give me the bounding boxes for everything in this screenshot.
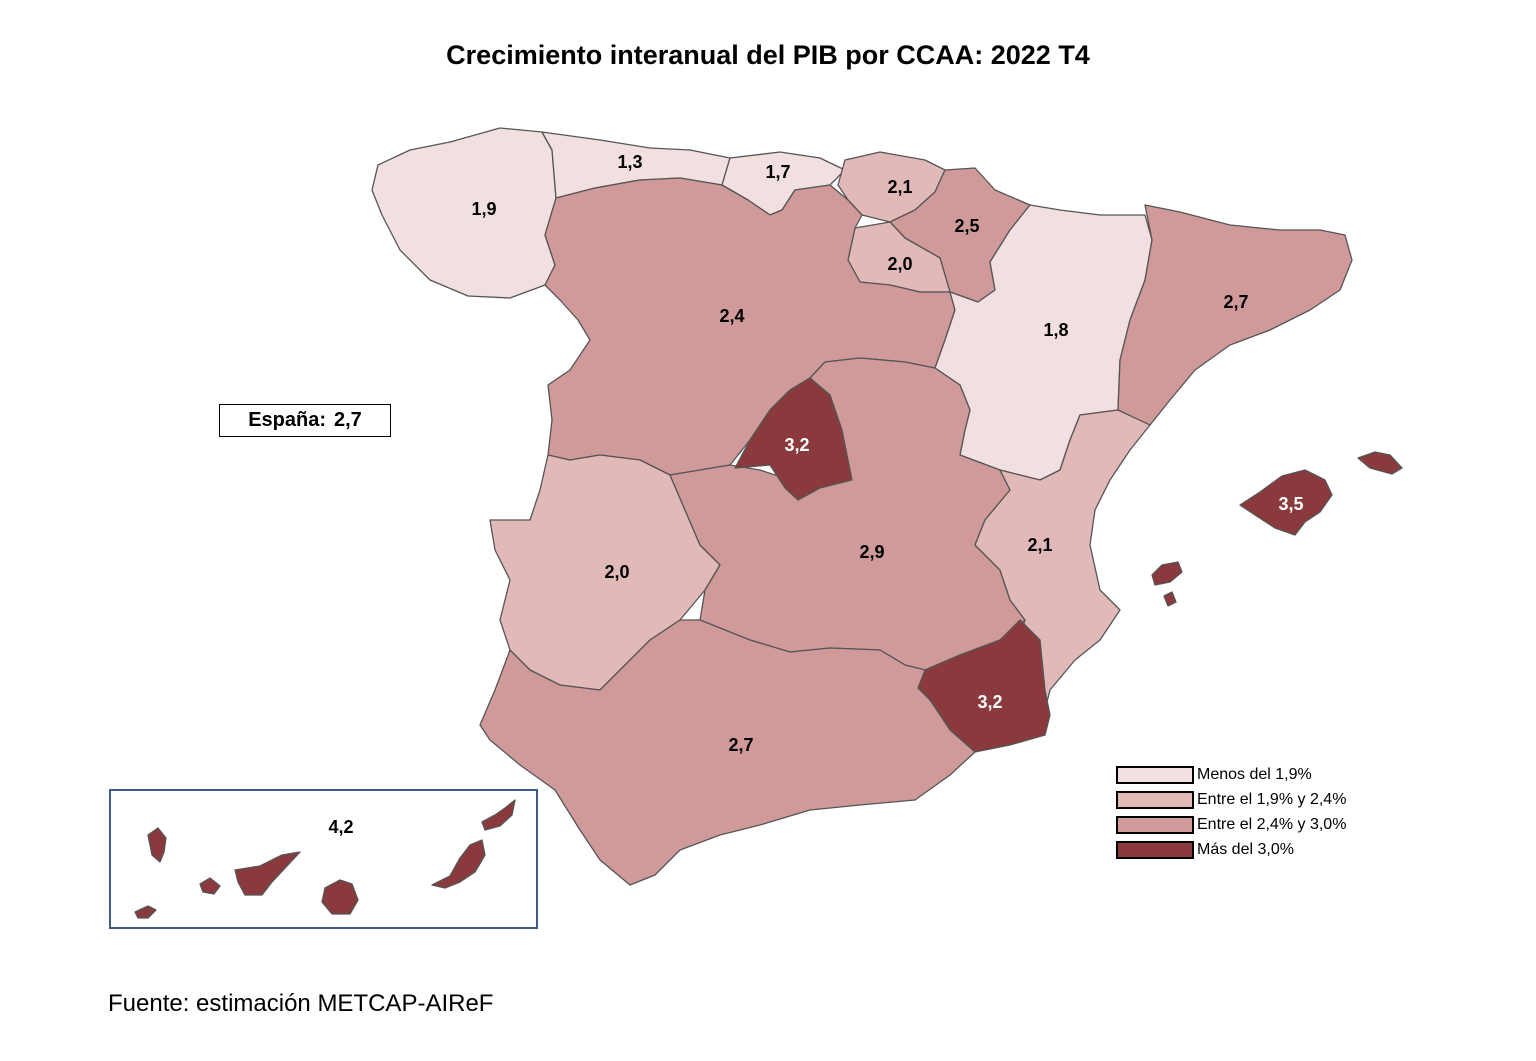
canarias-box xyxy=(109,789,538,929)
source-note: Fuente: estimación METCAP-AIReF xyxy=(108,990,494,1017)
legend-item: Más del 3,0% xyxy=(1116,837,1346,862)
label-cantabria: 1,7 xyxy=(765,162,790,182)
legend-item: Entre el 1,9% y 2,4% xyxy=(1116,787,1346,812)
region-canarias[interactable]: 4,2 xyxy=(134,799,516,919)
region-andalucia[interactable]: 2,7 xyxy=(479,619,976,886)
label-canarias: 4,2 xyxy=(328,817,353,837)
label-aragon: 1,8 xyxy=(1043,320,1068,340)
legend-swatch xyxy=(1116,815,1194,834)
legend-item: Menos del 1,9% xyxy=(1116,762,1346,787)
spain-total-label: España: xyxy=(248,409,326,431)
legend-swatch xyxy=(1116,840,1194,859)
label-asturias: 1,3 xyxy=(617,152,642,172)
label-andalucia: 2,7 xyxy=(728,735,753,755)
label-pais-vasco: 2,1 xyxy=(887,177,912,197)
label-baleares: 3,5 xyxy=(1278,494,1303,514)
spain-total-value: 2,7 xyxy=(334,409,362,431)
label-murcia: 3,2 xyxy=(977,692,1002,712)
region-cataluna[interactable]: 2,7 xyxy=(1117,204,1353,426)
legend-swatch xyxy=(1116,790,1194,809)
legend-swatch xyxy=(1116,765,1194,784)
label-navarra: 2,5 xyxy=(954,216,979,236)
legend-label: Entre el 2,4% y 3,0% xyxy=(1197,815,1347,833)
label-valencia: 2,1 xyxy=(1027,535,1052,555)
legend: Menos del 1,9% Entre el 1,9% y 2,4% Entr… xyxy=(1116,762,1346,862)
label-castilla-la-mancha: 2,9 xyxy=(859,542,884,562)
label-castilla-leon: 2,4 xyxy=(719,306,744,326)
spain-total-box: España: 2,7 xyxy=(219,404,391,437)
label-la-rioja: 2,0 xyxy=(887,254,912,274)
legend-item: Entre el 2,4% y 3,0% xyxy=(1116,812,1346,837)
label-extremadura: 2,0 xyxy=(604,562,629,582)
legend-label: Entre el 1,9% y 2,4% xyxy=(1197,790,1347,808)
label-galicia: 1,9 xyxy=(471,199,496,219)
region-galicia[interactable]: 1,9 xyxy=(371,127,557,299)
legend-label: Más del 3,0% xyxy=(1197,840,1294,858)
label-cataluna: 2,7 xyxy=(1223,292,1248,312)
region-baleares[interactable]: 3,5 xyxy=(1151,451,1403,607)
label-madrid: 3,2 xyxy=(784,435,809,455)
map-title: Crecimiento interanual del PIB por CCAA:… xyxy=(446,40,1090,70)
legend-label: Menos del 1,9% xyxy=(1197,765,1312,783)
region-madrid[interactable]: 3,2 xyxy=(734,377,853,501)
canarias-inset: 4,2 xyxy=(109,789,538,929)
